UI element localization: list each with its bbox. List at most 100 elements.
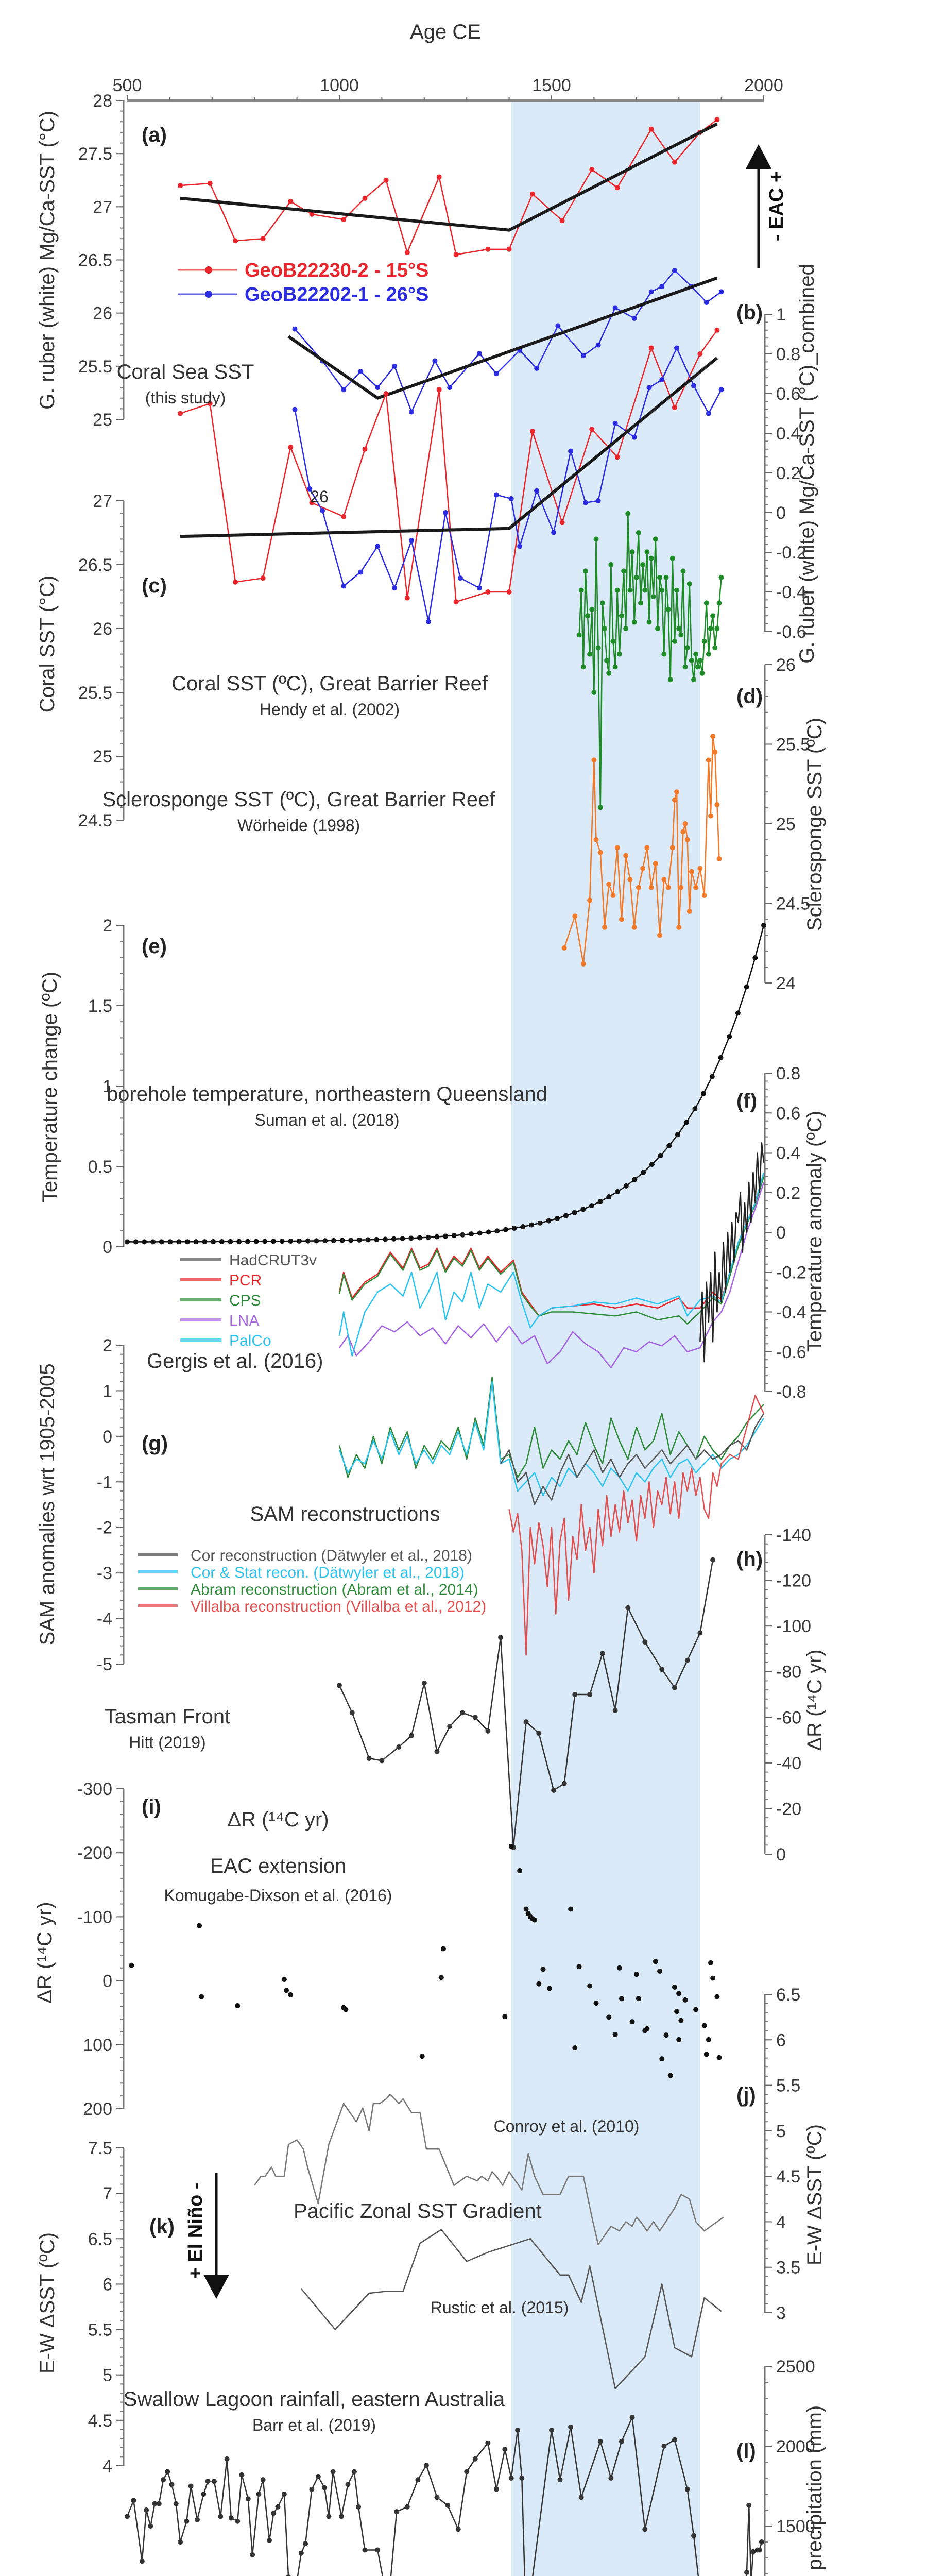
data-point: [425, 1234, 431, 1240]
data-point: [555, 323, 561, 329]
data-point: [633, 1972, 639, 1977]
panel-k-y-tick-label: 6: [102, 2275, 112, 2294]
panel-c-y-tick-label: 24.5: [78, 811, 112, 831]
series-line: [300, 2229, 722, 2389]
data-point: [464, 2469, 470, 2475]
data-point: [419, 2054, 425, 2059]
data-point: [708, 626, 713, 631]
data-point: [644, 549, 650, 555]
data-point: [341, 583, 347, 589]
data-point: [563, 1213, 569, 1218]
series-h-tasman-front-r: [337, 1557, 716, 1850]
panel-j-source: Conroy et al. (2010): [494, 2117, 640, 2136]
data-point: [697, 658, 703, 663]
panel-a-title: Coral Sea SST: [117, 361, 254, 383]
data-point: [508, 2476, 514, 2481]
series-line: [699, 1142, 765, 1363]
series-line: [180, 357, 718, 538]
panel-a-y-axis-title: G. ruber (white) Mg/Ca-SST (°C): [36, 111, 59, 410]
legend-marker: [205, 291, 212, 298]
panel-k-axis: 4 4.5 5 5.5 6 6.5 7 7.5: [88, 2139, 125, 2476]
data-point: [708, 813, 713, 819]
data-point: [576, 632, 582, 638]
data-point: [585, 613, 591, 619]
data-point: [493, 371, 499, 377]
data-point: [610, 638, 616, 644]
legend-label: HadCRUT3v: [229, 1252, 317, 1269]
panel-d-y-tick-label: 24: [776, 974, 796, 993]
panel-j-y-axis-title: E-W ΔSST (ºC): [803, 2124, 826, 2265]
data-point: [404, 2504, 410, 2510]
data-point: [684, 2486, 690, 2492]
data-point: [640, 866, 646, 871]
data-point: [706, 651, 711, 657]
panel-i-title: EAC extension: [210, 1855, 347, 1877]
data-point: [710, 1557, 716, 1563]
panel-f-y-tick-label: 0.8: [776, 1064, 800, 1083]
panel-h-y-tick-label: -140: [776, 1526, 811, 1545]
panel-a-letter: (a): [142, 124, 167, 146]
data-point: [133, 1239, 139, 1245]
panel-k-y-axis-title: E-W ΔSST (ºC): [36, 2232, 59, 2374]
data-point: [625, 1605, 631, 1611]
data-point: [348, 1238, 354, 1243]
panel-k-y-tick-label: 6.5: [88, 2229, 112, 2249]
series-g-villalba-reconstruction: [508, 1395, 765, 1656]
series-a-geob22202-1-26-s: [292, 268, 724, 415]
data-point: [648, 345, 654, 351]
data-point: [205, 2479, 211, 2484]
data-point: [309, 2486, 315, 2492]
panel-j-letter: (j): [736, 2084, 756, 2107]
series-b-trend-combined: [180, 357, 718, 538]
data-point: [714, 117, 720, 123]
data-point: [551, 1788, 557, 1793]
data-point: [551, 530, 557, 535]
panel-b-y-tick-label: 0.2: [776, 464, 800, 483]
data-point: [691, 677, 697, 683]
data-point: [152, 2501, 158, 2506]
data-point: [676, 626, 682, 631]
data-point: [150, 1239, 156, 1245]
data-point: [735, 1010, 741, 1016]
data-point: [322, 2485, 328, 2490]
data-point: [555, 1215, 560, 1221]
data-point: [699, 670, 705, 676]
data-point: [494, 1228, 500, 1234]
data-point: [493, 2486, 499, 2492]
panel-i-y-tick-label: 0: [102, 1972, 112, 1991]
data-point: [621, 568, 627, 574]
series-b-15-s-combined: [178, 327, 720, 605]
panel-e-y-axis-title: Temperature change (ºC): [39, 972, 61, 1202]
panel-e-y-tick-label: 1: [102, 1077, 112, 1096]
data-point: [693, 2007, 699, 2012]
data-point: [498, 1635, 504, 1640]
panel-c-source: Hendy et al. (2002): [260, 700, 400, 719]
panel-b-y-tick-label: 0: [776, 503, 786, 523]
data-point: [619, 2438, 624, 2444]
data-point: [379, 1758, 385, 1764]
data-point: [281, 2492, 287, 2497]
data-point: [606, 670, 612, 676]
data-point: [235, 2518, 241, 2524]
data-point: [636, 885, 641, 890]
data-point: [642, 587, 648, 593]
data-point: [436, 387, 442, 393]
data-point: [619, 613, 624, 619]
data-point: [597, 2438, 603, 2444]
data-point: [689, 658, 694, 663]
panel-d-y-tick-label: 24.5: [776, 894, 810, 914]
data-point: [703, 300, 709, 306]
panel-g-y-tick-label: -2: [97, 1518, 112, 1538]
data-point: [236, 1239, 242, 1244]
panel-g-y-tick-label: 0: [102, 1427, 112, 1447]
data-point: [572, 2045, 578, 2051]
data-point: [672, 1985, 677, 1990]
data-point: [672, 159, 677, 165]
data-point: [262, 1239, 268, 1244]
data-point: [663, 574, 669, 580]
data-point: [436, 174, 442, 180]
panel-j-y-tick-label: 6: [776, 2030, 786, 2050]
panel-c-y-tick-label: 27: [93, 492, 112, 511]
series-line: [508, 1395, 765, 1656]
data-point: [595, 498, 601, 503]
